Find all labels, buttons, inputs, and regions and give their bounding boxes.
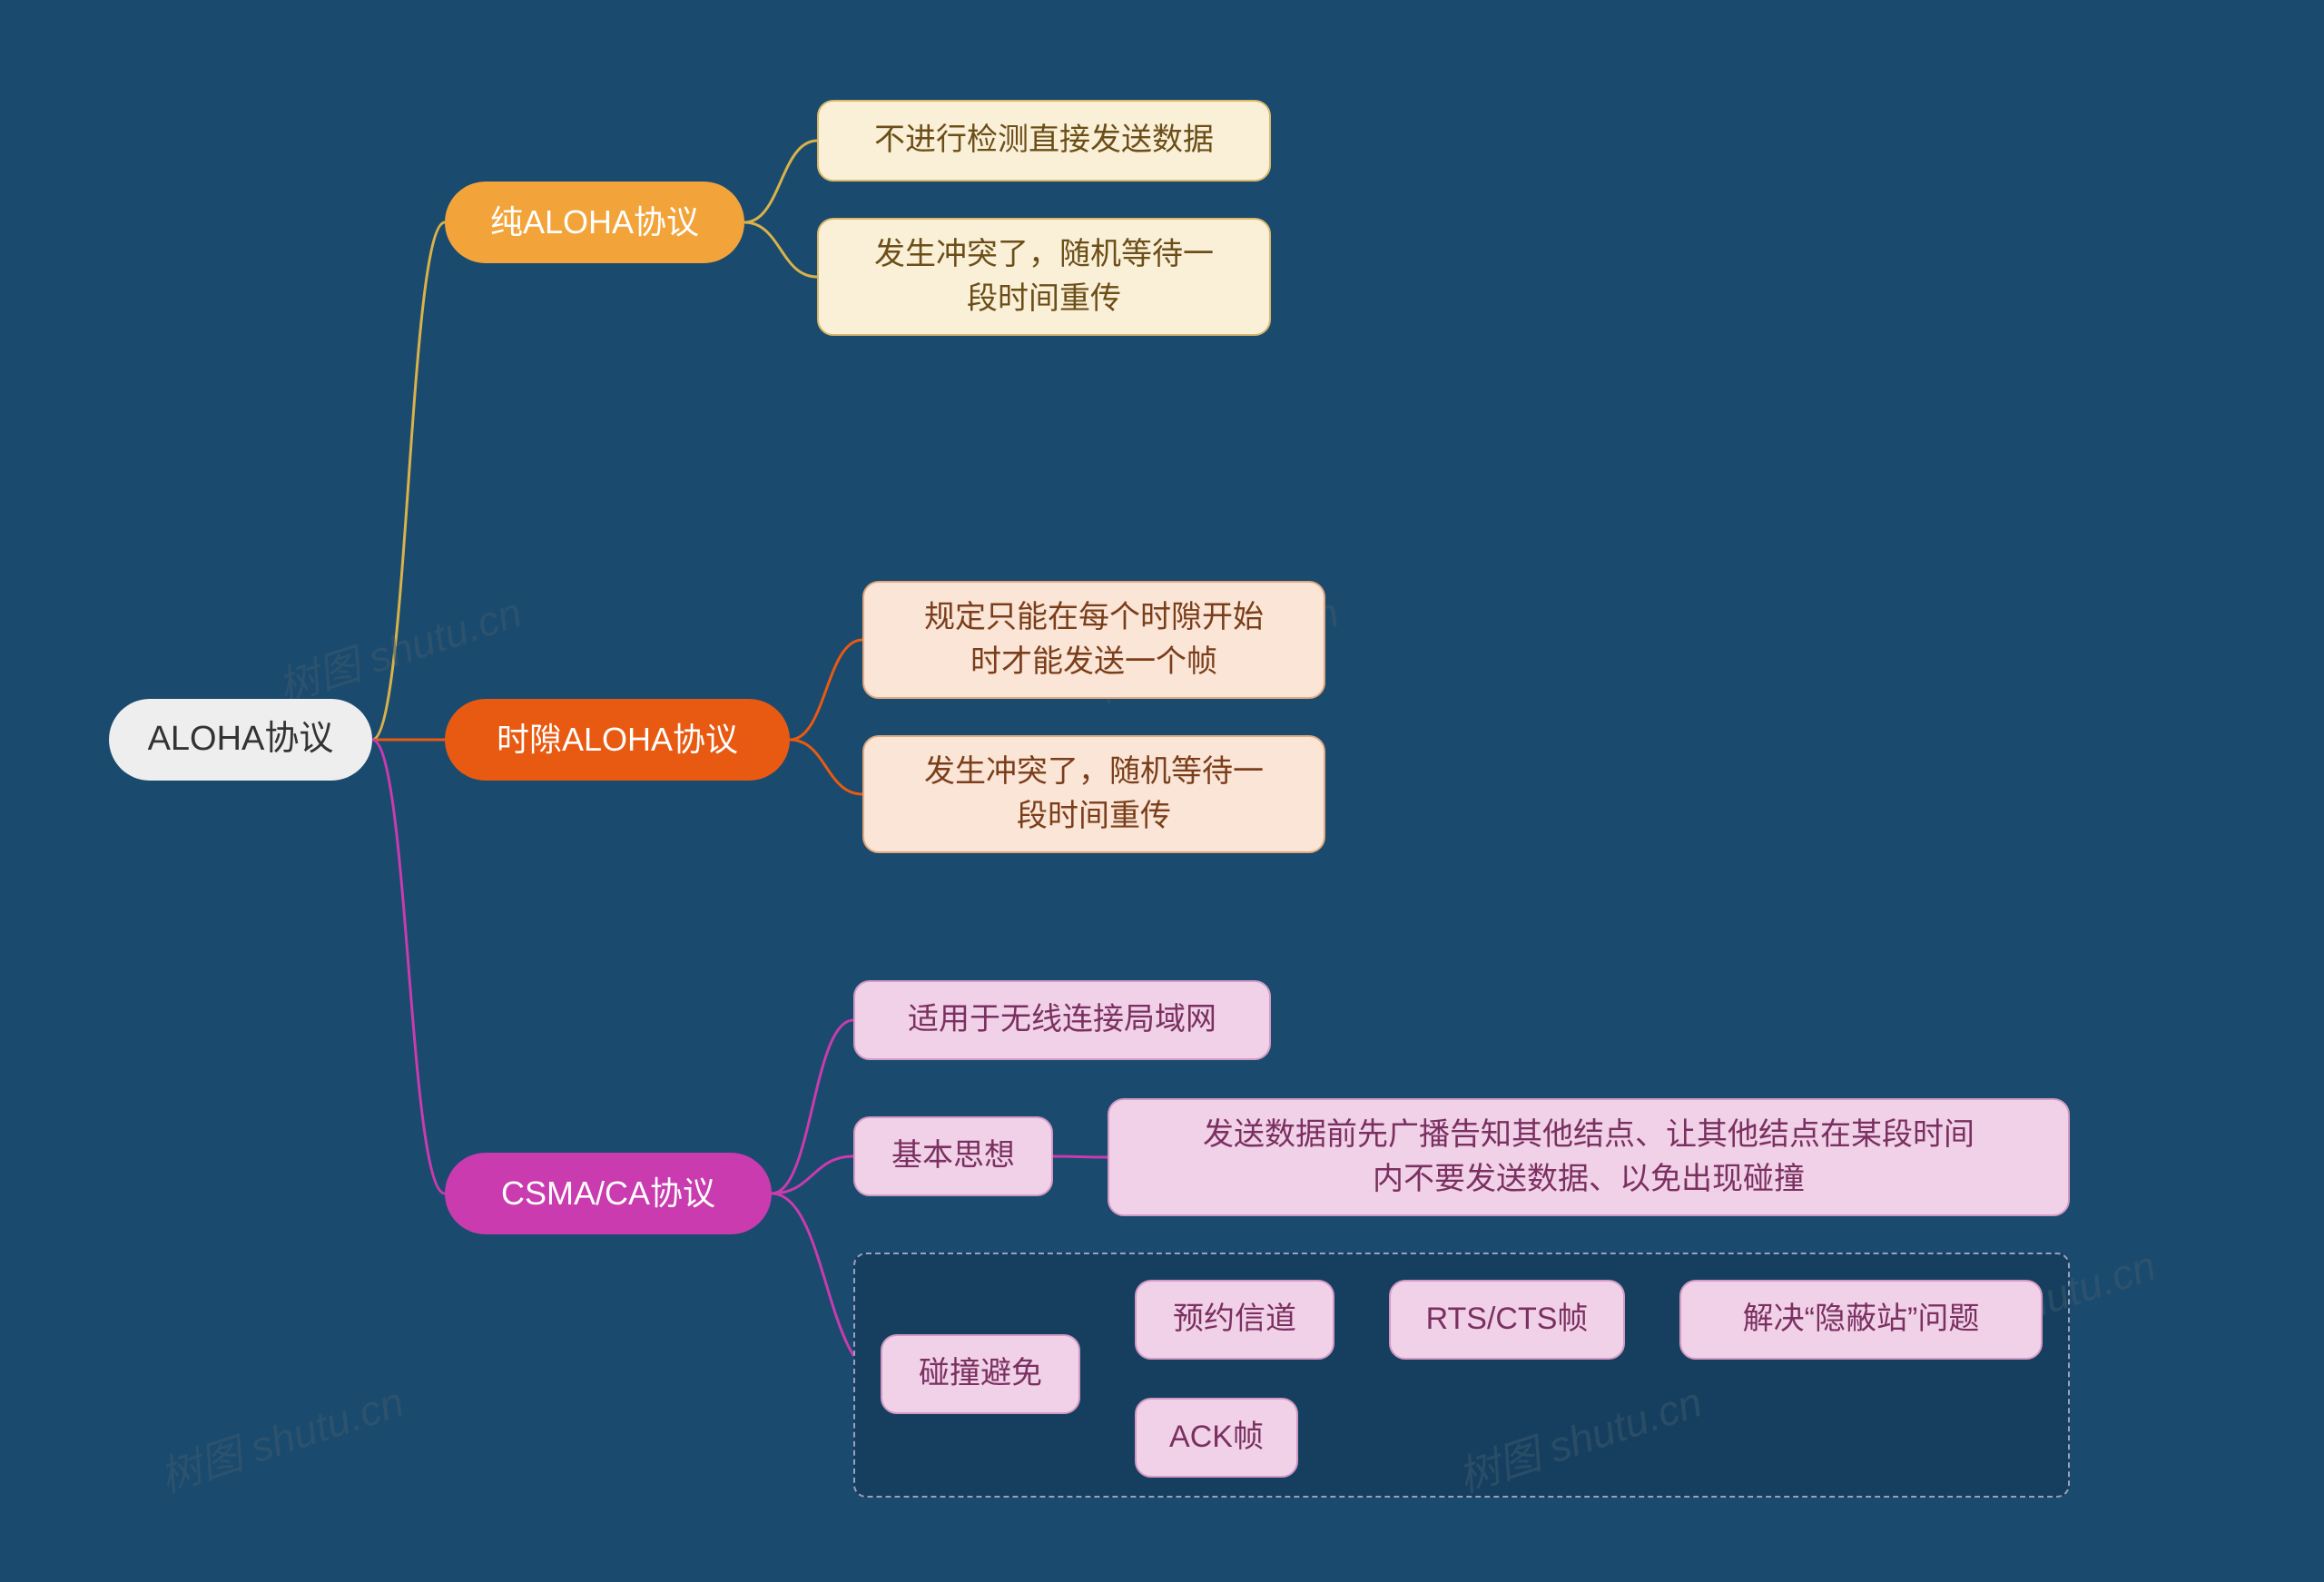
- edge-n3b-n3b1: [1053, 1156, 1108, 1157]
- node-n3c2[interactable]: ACK帧: [1135, 1398, 1298, 1478]
- node-n3a[interactable]: 适用于无线连接局域网: [853, 980, 1271, 1060]
- node-n3b1[interactable]: 发送数据前先广播告知其他结点、让其他结点在某段时间 内不要发送数据、以免出现碰撞: [1108, 1098, 2070, 1216]
- mindmap-canvas: 树图 shutu.cn树图 shutu.cn树图 shutu.cn树图 shut…: [0, 0, 2324, 1582]
- node-n3c1[interactable]: 预约信道: [1135, 1280, 1334, 1360]
- node-n3[interactable]: CSMA/CA协议: [445, 1153, 772, 1234]
- node-n3c[interactable]: 碰撞避免: [881, 1334, 1080, 1414]
- edge-n1-n1b: [744, 222, 817, 277]
- node-n1[interactable]: 纯ALOHA协议: [445, 182, 744, 263]
- node-n2b[interactable]: 发生冲突了，随机等待一 段时间重传: [862, 735, 1325, 853]
- node-n1b[interactable]: 发生冲突了，随机等待一 段时间重传: [817, 218, 1271, 336]
- watermark: 树图 shutu.cn: [270, 580, 528, 715]
- edge-n1-n1a: [744, 141, 817, 222]
- node-n3c1a[interactable]: RTS/CTS帧: [1389, 1280, 1625, 1360]
- edge-root-n1: [372, 222, 445, 740]
- node-n2a[interactable]: 规定只能在每个时隙开始 时才能发送一个帧: [862, 581, 1325, 699]
- edge-n2-n2b: [790, 740, 862, 794]
- edge-n3-n3a: [772, 1020, 853, 1194]
- watermark: 树图 shutu.cn: [152, 1370, 410, 1505]
- node-n2[interactable]: 时隙ALOHA协议: [445, 699, 790, 781]
- node-n1a[interactable]: 不进行检测直接发送数据: [817, 100, 1271, 182]
- node-root[interactable]: ALOHA协议: [109, 699, 372, 781]
- edge-n3-n3b: [772, 1156, 853, 1194]
- edge-root-n3: [372, 740, 445, 1194]
- node-n3b[interactable]: 基本思想: [853, 1116, 1053, 1196]
- edge-n2-n2a: [790, 640, 862, 740]
- node-n3c1a1[interactable]: 解决“隐蔽站”问题: [1679, 1280, 2043, 1360]
